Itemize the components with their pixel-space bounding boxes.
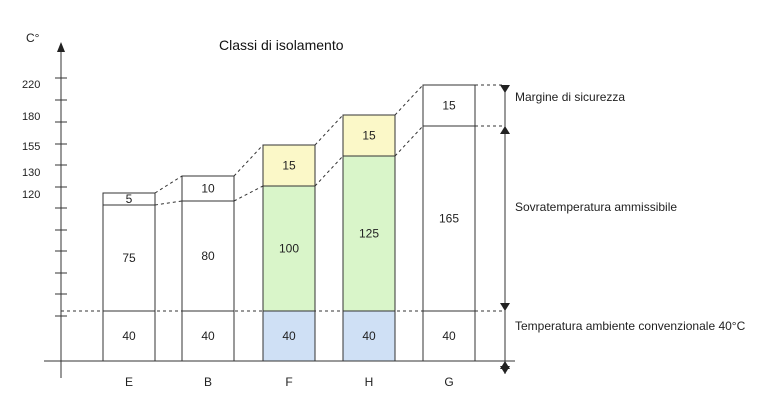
y-tick-label: 120 [22, 189, 40, 201]
x-category-label: H [365, 375, 374, 389]
bar-value-label: 80 [201, 249, 215, 263]
bar-value-label: 75 [122, 251, 136, 265]
legend-margin-label: Margine di sicurezza [515, 90, 625, 104]
connector-mid [154, 200, 183, 206]
bar-segment-F-2 [262, 144, 316, 187]
y-tick-label: 180 [22, 111, 40, 123]
legend-annotations: Margine di sicurezza Sovratemperatura am… [500, 85, 746, 374]
x-category-label: B [204, 375, 212, 389]
arrow-down-icon [500, 303, 510, 311]
connector-mid [394, 125, 424, 157]
bar-segment-G-2 [422, 84, 476, 127]
bar-value-label: 15 [442, 99, 456, 113]
connector-top [314, 114, 344, 146]
arrow-up-icon [500, 126, 510, 134]
bar-value-label: 40 [362, 329, 376, 343]
bar-segment-B-1 [181, 200, 235, 312]
legend-ambient-label: Temperatura ambiente convenzionale 40°C [515, 319, 746, 333]
connector-top [233, 144, 264, 177]
y-tick-label: 155 [22, 141, 40, 153]
connector-mid [314, 155, 344, 187]
y-ticks: 220 180 155 130 120 [22, 77, 67, 317]
bar-value-label: 40 [442, 329, 456, 343]
connector-top [154, 175, 183, 194]
bar-segment-B-0 [181, 310, 235, 362]
y-axis-arrow-icon [57, 42, 65, 52]
x-category-label: F [285, 375, 292, 389]
bar-value-label: 40 [201, 329, 215, 343]
bar-segment-G-1 [422, 125, 476, 312]
bar-value-label: 165 [439, 212, 459, 226]
y-tick-label: 220 [22, 79, 40, 91]
bar-segment-F-0 [262, 310, 316, 362]
bar-segment-B-2 [181, 175, 235, 202]
arrow-down-icon [500, 85, 510, 93]
y-tick-label: 130 [22, 167, 40, 179]
arrow-down-icon [500, 366, 510, 374]
bar-segment-H-0 [342, 310, 396, 362]
bar-value-label: 15 [362, 129, 376, 143]
bar-value-label: 10 [201, 182, 215, 196]
legend-overtemp-label: Sovratemperatura ammissibile [515, 200, 677, 214]
bar-value-label: 40 [122, 329, 136, 343]
connector-top [394, 84, 424, 116]
bar-value-label: 125 [359, 227, 379, 241]
bar-value-label: 40 [282, 329, 296, 343]
bar-segment-H-1 [342, 155, 396, 312]
bar-value-label: 15 [282, 159, 296, 173]
bar-value-label: 100 [279, 242, 299, 256]
bar-value-label: 5 [126, 192, 133, 206]
chart-title: Classi di isolamento [219, 37, 344, 53]
bars: 40 75 5 40 80 10 40 100 15 40 125 15 40 165 15 [102, 84, 476, 362]
bar-segment-F-1 [262, 185, 316, 312]
connector-mid [233, 185, 264, 202]
bar-segment-H-2 [342, 114, 396, 157]
x-category-label: G [444, 375, 453, 389]
y-axis-unit: C° [26, 31, 40, 45]
bar-segment-E-2 [102, 192, 156, 206]
bar-segment-G-0 [422, 310, 476, 362]
x-category-label: E [125, 375, 133, 389]
